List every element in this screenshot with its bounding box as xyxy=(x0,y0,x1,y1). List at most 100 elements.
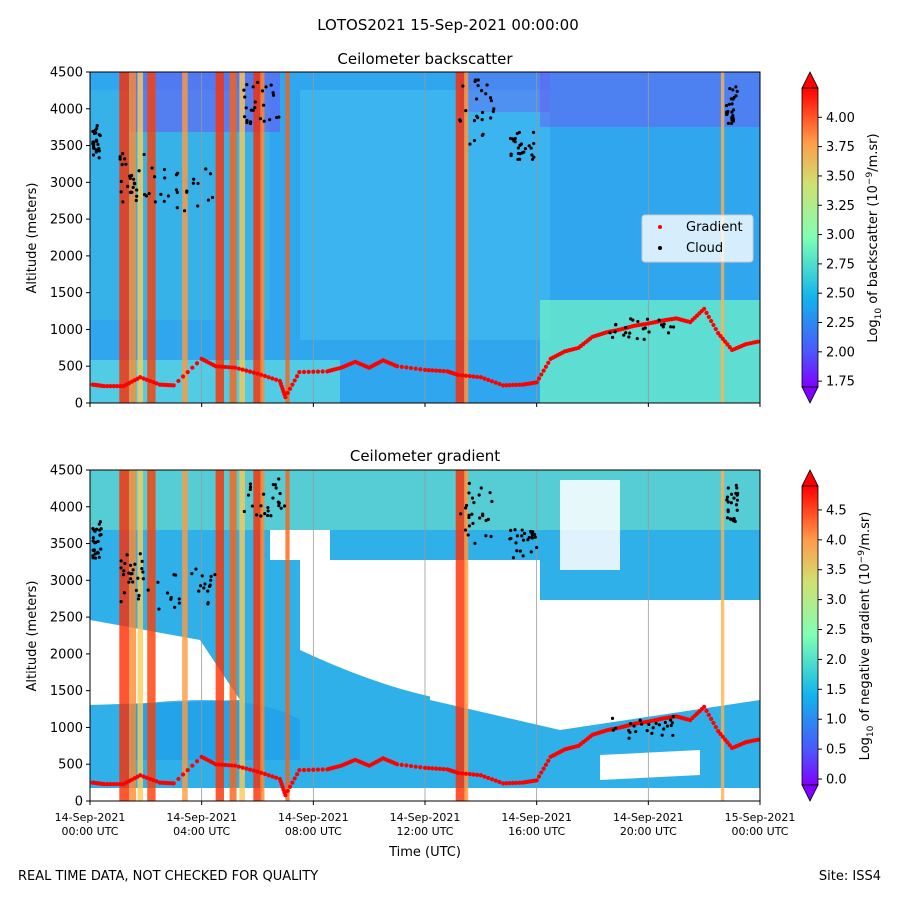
gradient-point xyxy=(283,395,288,400)
cloud-markers xyxy=(91,78,739,341)
gradient-point xyxy=(315,767,321,772)
cloud-point xyxy=(121,152,125,156)
gradient-point xyxy=(471,772,476,777)
cloud-point xyxy=(131,185,135,189)
site-label: Site: ISS4 xyxy=(818,869,881,884)
cloud-point xyxy=(640,722,644,726)
cloud-point xyxy=(97,555,101,559)
gradient-point xyxy=(190,763,195,768)
cloud-point xyxy=(510,137,514,141)
cloud-point xyxy=(140,566,144,571)
cloud-point xyxy=(271,496,275,500)
cloud-point xyxy=(650,731,654,735)
gradient-point xyxy=(456,770,461,776)
cloud-point xyxy=(477,493,481,497)
gradient-point xyxy=(259,770,264,775)
gradient-point xyxy=(539,770,544,775)
gradient-point xyxy=(274,775,279,780)
cloud-point xyxy=(632,724,636,728)
cloud-point xyxy=(471,521,475,526)
cloud-point xyxy=(173,605,177,609)
gradient-point xyxy=(223,762,228,768)
cloud-point xyxy=(95,527,99,531)
gradient-point xyxy=(114,383,120,389)
colorbar-tick-label: 3.0 xyxy=(826,593,847,608)
cloud-point xyxy=(197,589,201,593)
cloud-point xyxy=(627,736,631,740)
cloud-streak xyxy=(260,72,265,403)
cloud-point xyxy=(464,503,469,508)
gradient-point xyxy=(223,364,228,370)
cloud-point xyxy=(481,132,485,136)
cloud-point xyxy=(93,541,97,545)
cloud-streak xyxy=(147,470,156,801)
cloud-point xyxy=(122,569,126,573)
cloud-point xyxy=(732,496,736,500)
cloud-point xyxy=(131,580,135,584)
cloud-point xyxy=(192,177,196,181)
gradient-point xyxy=(507,781,512,786)
cloud-point xyxy=(610,716,615,720)
cloud-point xyxy=(277,503,281,508)
cloud-point xyxy=(725,516,730,520)
cloud-point xyxy=(194,567,198,571)
cloud-streak xyxy=(285,470,290,801)
cloud-point xyxy=(473,541,477,545)
cloud-point xyxy=(467,524,472,528)
gradient-point xyxy=(475,374,480,379)
cloud-point xyxy=(729,492,734,496)
cloud-point xyxy=(253,106,257,110)
colorbar-tick-label: 3.50 xyxy=(826,169,855,184)
cloud-point xyxy=(266,509,270,513)
cloud-point xyxy=(162,199,166,203)
cloud-point xyxy=(119,600,123,604)
cloud-point xyxy=(175,190,179,194)
cloud-point xyxy=(669,325,673,329)
colorbar-tick-label: 2.25 xyxy=(826,316,855,331)
cloud-point xyxy=(534,545,539,550)
cloud-point xyxy=(515,534,520,538)
legend-cloud-label: Cloud xyxy=(686,241,723,256)
gradient-point xyxy=(463,771,469,776)
cloud-point xyxy=(94,138,99,142)
gradient-point xyxy=(301,767,307,773)
gradient-point xyxy=(285,788,290,794)
gradient-point xyxy=(426,766,431,771)
cloud-point xyxy=(131,177,136,181)
quality-disclaimer: REAL TIME DATA, NOT CHECKED FOR QUALITY xyxy=(18,869,319,884)
gradient-point xyxy=(311,767,316,772)
gradient-point xyxy=(493,380,498,385)
cloud-point xyxy=(163,176,167,180)
gradient-point xyxy=(501,781,506,786)
gradient-point xyxy=(460,373,465,378)
cloud-point xyxy=(670,721,674,725)
cloud-point xyxy=(122,591,126,595)
colorbar-extend-max xyxy=(801,71,819,89)
cloud-point xyxy=(204,167,208,171)
cloud-point xyxy=(131,568,135,572)
gradient-point xyxy=(297,370,302,375)
gradient-point xyxy=(434,368,439,373)
cloud-point xyxy=(264,85,268,89)
gradient-point xyxy=(441,369,446,374)
gradient-point xyxy=(422,765,428,771)
cloud-point xyxy=(119,179,123,184)
cloud-point xyxy=(527,535,531,540)
backscatter-x-ticks xyxy=(89,403,761,407)
y-tick-label: 2000 xyxy=(50,249,83,264)
cloud-point xyxy=(628,721,633,726)
cloud-point xyxy=(730,121,734,125)
gradient-point xyxy=(467,374,472,379)
cloud-point xyxy=(248,482,253,486)
y-tick-label: 3500 xyxy=(50,139,83,154)
cloud-point xyxy=(118,155,122,159)
cloud-point xyxy=(159,192,163,196)
cloud-point xyxy=(529,146,533,150)
x-tick-time: 08:00 UTC xyxy=(285,825,342,838)
cloud-point xyxy=(516,151,520,156)
gradient-point xyxy=(504,781,509,786)
cloud-point xyxy=(268,118,272,122)
gradient-point xyxy=(144,377,149,382)
cloud-point xyxy=(174,188,179,192)
